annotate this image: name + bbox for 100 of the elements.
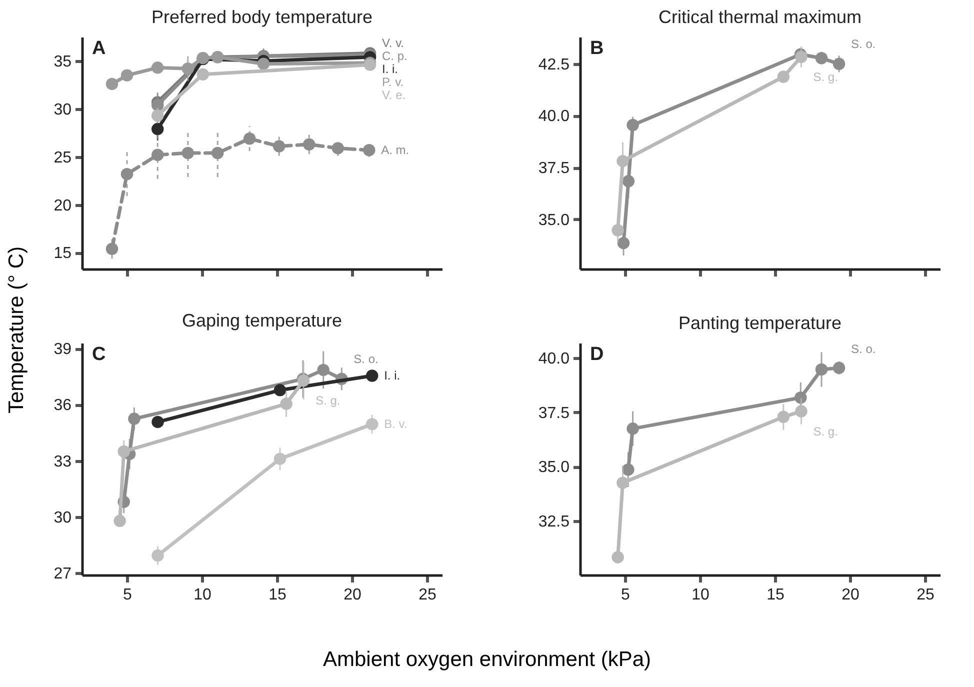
point: [317, 364, 330, 376]
point: [832, 362, 846, 374]
y-tick-label: 27: [54, 566, 72, 583]
series-label: S. o.: [851, 36, 876, 51]
series-label: S. o.: [354, 352, 378, 366]
point: [151, 148, 164, 162]
point: [118, 445, 130, 458]
x-tick-label: 25: [418, 586, 436, 604]
point: [106, 78, 118, 90]
point: [274, 452, 286, 465]
series-label: I. i.: [382, 62, 398, 76]
point: [120, 168, 134, 180]
point: [616, 154, 629, 168]
y-tick-label: 32.5: [538, 513, 570, 530]
y-tick-label: 25: [54, 149, 72, 166]
x-tick-label: 15: [766, 586, 784, 604]
annotation: B: [590, 38, 604, 59]
point: [622, 464, 634, 476]
chart-title: Gaping temperature: [182, 310, 342, 331]
series-label: V. v.: [382, 36, 404, 50]
annotation: D: [590, 344, 604, 365]
series-label: I. i.: [384, 368, 400, 383]
point: [151, 62, 164, 74]
point: [274, 384, 286, 396]
y-tick-label: 37.5: [538, 404, 570, 422]
point: [622, 175, 635, 188]
y-tick-label: 40.0: [538, 108, 570, 126]
chart-title: Critical thermal maximum: [658, 7, 862, 27]
point: [795, 50, 808, 63]
point: [815, 363, 828, 376]
series-label: S. g.: [813, 424, 838, 438]
point: [366, 418, 378, 430]
x-tick-label: 5: [123, 586, 132, 604]
point: [211, 146, 224, 160]
point: [302, 138, 316, 150]
x-tick-label: 25: [916, 586, 934, 604]
y-tick-label: 36: [54, 397, 72, 414]
y-tick-label: 37.5: [538, 160, 570, 177]
point: [612, 551, 624, 564]
point: [114, 514, 126, 528]
point: [272, 140, 286, 152]
annotation: C: [92, 344, 106, 365]
y-tick-label: 35.0: [538, 212, 570, 229]
series-label: S. o.: [851, 342, 876, 356]
y-tick-label: 39: [54, 341, 72, 358]
y-tick-label: 42.5: [538, 56, 570, 74]
x-tick-label: 5: [621, 586, 630, 604]
point: [243, 132, 256, 145]
point: [152, 416, 164, 428]
point: [616, 476, 629, 489]
chart-title: Preferred body temperature: [151, 7, 373, 27]
y-tick-label: 20: [54, 197, 72, 214]
point: [626, 422, 639, 435]
point: [128, 412, 140, 425]
point: [777, 410, 790, 424]
point: [280, 398, 292, 410]
series-label: V. e.: [382, 88, 406, 102]
point: [182, 146, 194, 160]
point: [794, 392, 807, 404]
y-tick-label: 40.0: [538, 350, 570, 368]
series-label: C. p.: [382, 49, 408, 63]
x-tick-label: 15: [268, 586, 286, 604]
series-label: B. v.: [384, 417, 408, 432]
series-label: S. g.: [813, 70, 838, 84]
point: [626, 118, 639, 132]
y-tick-label: 15: [54, 245, 72, 262]
point: [332, 142, 344, 154]
y-tick-label: 30: [54, 510, 72, 526]
x-tick-label: 20: [842, 586, 860, 604]
y-tick-label: 35.0: [538, 459, 570, 476]
point: [151, 122, 164, 136]
point: [815, 52, 828, 64]
point: [617, 236, 630, 250]
annotation: A: [92, 38, 106, 59]
point: [257, 58, 270, 70]
x-tick-label: 10: [194, 586, 212, 604]
y-tick-label: 30: [54, 101, 72, 118]
point: [120, 69, 134, 82]
y-tick-label: 33: [54, 453, 72, 470]
y-tick-label: 35: [54, 53, 72, 70]
x-tick-label: 10: [692, 586, 710, 604]
point: [151, 110, 164, 122]
point: [152, 549, 164, 562]
series-label: P. v.: [382, 75, 404, 89]
chart-title: Panting temperature: [678, 313, 842, 333]
x-axis-title: Ambient oxygen environment (kPa): [322, 648, 652, 672]
point: [362, 144, 376, 156]
point: [182, 62, 194, 75]
point: [612, 224, 624, 236]
point: [366, 370, 378, 382]
y-axis-title: Temperature (° C): [5, 246, 29, 414]
x-tick-label: 20: [344, 586, 362, 604]
point: [795, 405, 808, 418]
point: [832, 58, 846, 70]
point: [196, 68, 210, 80]
point: [106, 242, 118, 255]
point: [777, 70, 790, 83]
point: [151, 98, 164, 112]
series-label: A. m.: [381, 143, 410, 158]
series-label: S. g.: [316, 394, 340, 408]
